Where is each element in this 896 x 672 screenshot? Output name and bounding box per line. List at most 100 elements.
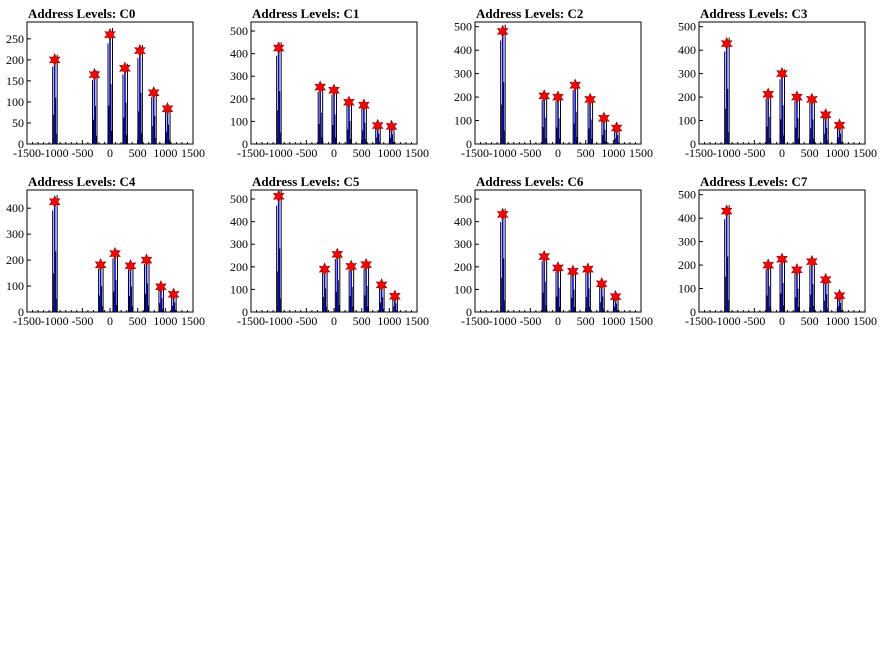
peak-marker-star <box>595 277 608 291</box>
y-tick-label: 0 <box>242 305 248 319</box>
x-tick-label: 0 <box>331 314 337 328</box>
x-tick-label: -1000 <box>713 314 741 328</box>
peak-marker-star <box>48 53 61 67</box>
x-tick-label: -500 <box>743 314 765 328</box>
panel-title: Address Levels: C6 <box>476 174 584 189</box>
peak-marker-star <box>582 262 594 276</box>
y-tick-label: 200 <box>6 53 24 67</box>
x-tick-label: 1500 <box>405 314 429 328</box>
y-tick-label: 100 <box>454 114 472 128</box>
x-tick-label: 500 <box>129 146 147 160</box>
x-tick-label: -500 <box>71 314 93 328</box>
y-tick-label: 200 <box>230 92 248 106</box>
x-tick-label: -1500 <box>13 314 41 328</box>
peak-marker-star <box>104 27 116 42</box>
y-tick-label: 300 <box>678 67 696 81</box>
x-tick-label: -1500 <box>13 146 41 160</box>
peak-marker-star <box>609 289 622 304</box>
y-tick-label: 250 <box>6 32 24 46</box>
chart-panel-c3: Address Levels: C3-1500 -1000 -500 0 500 1000… <box>678 6 877 160</box>
y-tick-label: 500 <box>454 192 472 206</box>
x-tick-label: 1000 <box>377 314 401 328</box>
x-tick-label: 0 <box>107 146 113 160</box>
y-tick-label: 400 <box>454 43 472 57</box>
x-tick-label: -1500 <box>461 146 489 160</box>
x-tick-label: 1000 <box>377 146 401 160</box>
y-tick-label: 300 <box>6 227 24 241</box>
peak-marker-star <box>155 280 167 294</box>
peak-marker-star <box>134 43 146 58</box>
x-tick-label: 1000 <box>601 314 625 328</box>
x-tick-label: 500 <box>129 314 147 328</box>
x-tick-label: 500 <box>353 314 371 328</box>
peak-marker-star <box>48 194 61 209</box>
y-tick-label: 100 <box>678 114 696 128</box>
y-tick-label: 0 <box>466 305 472 319</box>
y-tick-label: 500 <box>454 20 472 34</box>
x-tick-label: -1500 <box>685 146 713 160</box>
panel-title: Address Levels: C7 <box>700 174 808 189</box>
panel-title: Address Levels: C2 <box>476 6 583 21</box>
y-tick-label: 300 <box>678 235 696 249</box>
y-tick-label: 400 <box>6 201 24 215</box>
y-tick-label: 500 <box>678 188 696 202</box>
peak-marker-star <box>610 121 623 135</box>
peak-marker-star <box>119 61 131 76</box>
y-tick-label: 150 <box>6 74 24 88</box>
y-tick-label: 200 <box>454 260 472 274</box>
peak-marker-star <box>360 257 372 272</box>
x-tick-label: 1000 <box>153 146 177 160</box>
x-tick-label: 1500 <box>853 314 877 328</box>
x-tick-label: 1000 <box>601 146 625 160</box>
y-tick-label: 0 <box>690 305 696 319</box>
y-tick-label: 500 <box>230 192 248 206</box>
peak-marker-star <box>598 111 610 125</box>
peak-marker-star <box>314 80 327 94</box>
peak-marker-star <box>819 272 832 287</box>
y-tick-label: 400 <box>678 211 696 225</box>
peak-marker-star <box>496 207 509 222</box>
peak-marker-star <box>343 95 355 109</box>
peak-marker-star <box>762 87 775 102</box>
x-tick-label: -1000 <box>265 146 293 160</box>
peak-marker-star <box>720 204 733 218</box>
peak-marker-star <box>272 41 285 55</box>
peak-marker-star <box>331 247 344 262</box>
y-tick-label: 300 <box>230 237 248 251</box>
peak-marker-star <box>776 66 788 81</box>
x-tick-label: -1000 <box>41 146 69 160</box>
x-tick-label: 0 <box>555 314 561 328</box>
peak-marker-star <box>375 278 388 292</box>
y-tick-label: 0 <box>18 137 24 151</box>
peak-marker-star <box>538 249 551 264</box>
x-tick-label: 1500 <box>629 146 653 160</box>
peak-marker-star <box>552 90 564 104</box>
x-tick-label: -1500 <box>237 146 265 160</box>
chart-panel-c2: Address Levels: C2-1500 -1000 -500 0 500 1000… <box>454 6 653 160</box>
peak-marker-star <box>833 288 846 303</box>
peak-marker-star <box>833 118 846 132</box>
peak-marker-star <box>88 67 101 82</box>
peak-marker-star <box>371 118 384 133</box>
panel-title: Address Levels: C3 <box>700 6 808 21</box>
x-tick-label: 500 <box>801 146 819 160</box>
x-tick-label: 0 <box>779 146 785 160</box>
y-tick-label: 100 <box>6 279 24 293</box>
y-tick-label: 200 <box>230 260 248 274</box>
chart-panel-c4: Address Levels: C4-1500 -1000 -500 0 500 1000… <box>6 174 205 328</box>
peak-marker-star <box>569 78 581 93</box>
y-tick-label: 0 <box>242 137 248 151</box>
peak-marker-star <box>318 262 331 276</box>
peak-marker-star <box>538 89 551 103</box>
y-tick-label: 200 <box>6 253 24 267</box>
peak-marker-star <box>806 254 818 269</box>
x-tick-label: -1000 <box>713 146 741 160</box>
x-tick-label: 0 <box>331 146 337 160</box>
peak-marker-star <box>161 101 174 116</box>
y-tick-label: 200 <box>678 258 696 272</box>
x-tick-label: -500 <box>295 314 317 328</box>
x-tick-label: 1000 <box>825 314 849 328</box>
peak-marker-star <box>819 107 832 122</box>
x-tick-label: 1000 <box>153 314 177 328</box>
